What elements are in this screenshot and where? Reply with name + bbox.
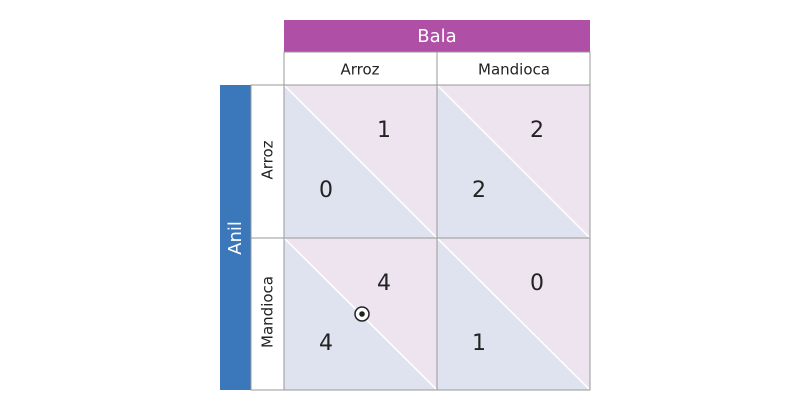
column-header-cell	[283, 51, 438, 86]
diagonal	[436, 84, 591, 239]
cell-border	[436, 237, 591, 391]
column-player-band	[284, 20, 590, 52]
column-player-payoff: 1	[377, 118, 391, 143]
row-player-payoff: 0	[319, 178, 333, 203]
diagonal	[436, 237, 591, 391]
column-header: Mandioca	[478, 61, 550, 79]
cells: 1 0 2 2 4 4 0 1	[283, 84, 591, 391]
row-header-cell	[250, 237, 285, 391]
row-player-band	[220, 85, 251, 390]
row-player-payoff: 1	[472, 331, 486, 356]
diagonal	[283, 84, 438, 239]
column-player: Bala	[417, 26, 456, 47]
row-header: Mandioca	[259, 276, 277, 348]
column-player-payoff: 2	[530, 118, 544, 143]
row-player-payoff: 2	[472, 178, 486, 203]
column-header-cell	[436, 51, 591, 86]
row-player: Anil	[225, 221, 246, 255]
equilibrium-marker-dot	[359, 311, 365, 317]
column-player-payoff: 0	[530, 271, 544, 296]
column-header: Arroz	[340, 61, 379, 79]
column-player-payoff: 4	[377, 271, 391, 296]
row-header: Arroz	[259, 140, 277, 179]
row-player-payoff: 4	[319, 331, 333, 356]
